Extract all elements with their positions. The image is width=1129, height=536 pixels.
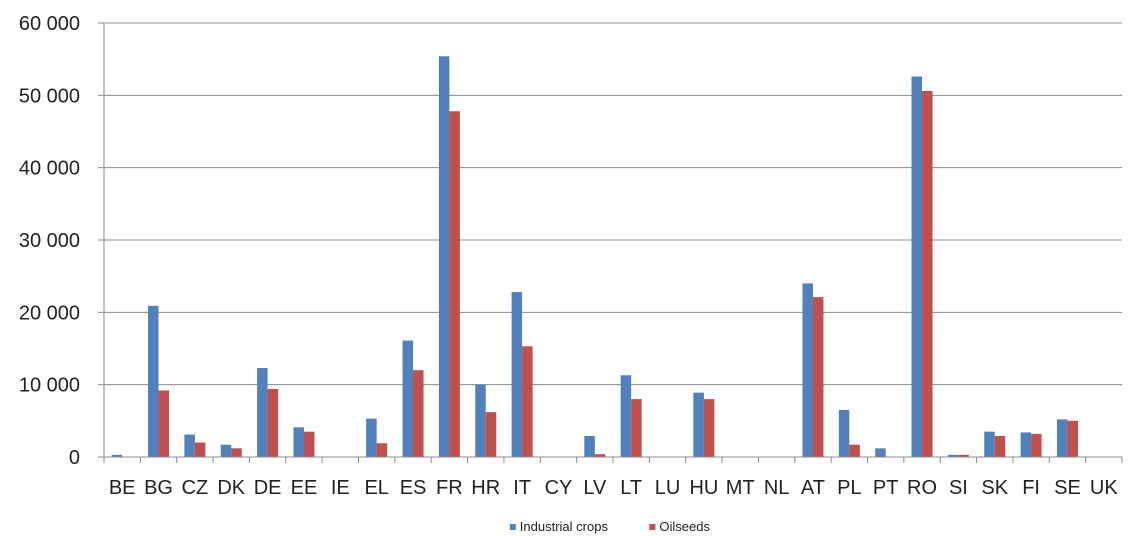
x-tick-label: RO bbox=[907, 477, 937, 499]
x-tick-label: LV bbox=[583, 477, 607, 499]
bar bbox=[194, 442, 206, 457]
bar bbox=[231, 448, 242, 457]
legend: Industrial crops Oilseeds bbox=[509, 519, 710, 534]
bar bbox=[911, 76, 923, 457]
x-tick-label: EE bbox=[291, 477, 318, 499]
legend-swatch bbox=[649, 524, 656, 530]
x-tick-label: CY bbox=[545, 477, 573, 499]
bar bbox=[438, 56, 450, 457]
y-tick-label: 30 000 bbox=[19, 230, 80, 252]
bar bbox=[994, 436, 1006, 457]
x-tick-label: BG bbox=[144, 477, 173, 499]
bar bbox=[475, 384, 486, 457]
bar bbox=[148, 305, 159, 457]
bar bbox=[875, 448, 886, 457]
x-tick-label: PT bbox=[873, 477, 899, 499]
bar bbox=[402, 340, 414, 457]
bar bbox=[303, 431, 315, 457]
bar bbox=[594, 454, 606, 457]
x-tick-label: IT bbox=[513, 477, 531, 499]
bars bbox=[111, 56, 1078, 457]
y-tick-label: 60 000 bbox=[19, 13, 80, 35]
y-tick-label: 10 000 bbox=[19, 375, 80, 397]
bar bbox=[366, 418, 377, 457]
bar bbox=[111, 454, 123, 457]
x-tick-label: SI bbox=[949, 477, 968, 499]
bar bbox=[158, 390, 170, 457]
x-tick-label: LT bbox=[620, 477, 642, 499]
y-tick-label: 50 000 bbox=[19, 85, 80, 107]
bar bbox=[812, 297, 824, 457]
x-tick-label: DK bbox=[217, 477, 245, 499]
bar bbox=[413, 370, 424, 457]
y-tick-label: 20 000 bbox=[19, 302, 80, 324]
y-tick-label: 0 bbox=[69, 447, 80, 469]
bar bbox=[1056, 419, 1068, 457]
x-tick-label: ES bbox=[400, 477, 427, 499]
x-tick-label: LU bbox=[655, 477, 681, 499]
x-tick-label: UK bbox=[1090, 477, 1118, 499]
x-tick-label: IE bbox=[331, 477, 350, 499]
bar bbox=[449, 111, 460, 457]
bar bbox=[584, 436, 595, 457]
bar bbox=[693, 392, 704, 457]
x-tick-label: FR bbox=[436, 477, 463, 499]
bar bbox=[922, 90, 933, 457]
x-tick-label: BE bbox=[109, 477, 136, 499]
x-axis-ticks: BE BG CZ DK DE EE IE EL ES FR HR IT CY LV LT LU HU MT NL AT… bbox=[109, 477, 1119, 499]
legend-label: Industrial crops bbox=[520, 519, 609, 534]
bar bbox=[267, 389, 279, 457]
x-tick-label: SK bbox=[981, 477, 1008, 499]
bar bbox=[220, 444, 232, 457]
x-tick-label: DE bbox=[254, 477, 282, 499]
x-tick-label: AT bbox=[801, 477, 825, 499]
x-tick-label: HR bbox=[471, 477, 500, 499]
bar bbox=[522, 346, 533, 457]
legend-swatch bbox=[509, 524, 516, 530]
bar bbox=[1067, 420, 1078, 457]
bar bbox=[838, 409, 850, 457]
bar bbox=[257, 368, 268, 457]
bar bbox=[376, 443, 388, 457]
bar bbox=[511, 292, 523, 457]
bar bbox=[947, 454, 959, 457]
x-tick-label: SE bbox=[1054, 477, 1081, 499]
bar bbox=[984, 431, 995, 457]
bar bbox=[620, 375, 632, 457]
bar bbox=[1031, 433, 1042, 457]
bar bbox=[802, 283, 813, 457]
gridlines bbox=[104, 22, 1122, 386]
x-axis bbox=[98, 23, 1123, 463]
x-tick-label: EL bbox=[364, 477, 388, 499]
x-tick-label: PL bbox=[837, 477, 861, 499]
bar bbox=[293, 427, 304, 457]
bar bbox=[958, 454, 969, 457]
x-tick-label: MT bbox=[726, 477, 755, 499]
bar bbox=[631, 399, 642, 457]
bar bbox=[849, 444, 860, 457]
bar bbox=[1020, 432, 1032, 457]
bar bbox=[485, 412, 497, 457]
x-tick-label: FI bbox=[1022, 477, 1040, 499]
y-tick-label: 40 000 bbox=[19, 158, 80, 180]
legend-label: Oilseeds bbox=[659, 519, 710, 534]
y-axis-ticks: 0 10 000 20 000 30 000 40 000 50 000 60 000 bbox=[19, 13, 104, 469]
x-tick-label: NL bbox=[764, 477, 790, 499]
x-tick-label: HU bbox=[689, 477, 718, 499]
bar bbox=[184, 434, 195, 457]
x-tick-label: CZ bbox=[182, 477, 209, 499]
bar bbox=[703, 399, 715, 457]
